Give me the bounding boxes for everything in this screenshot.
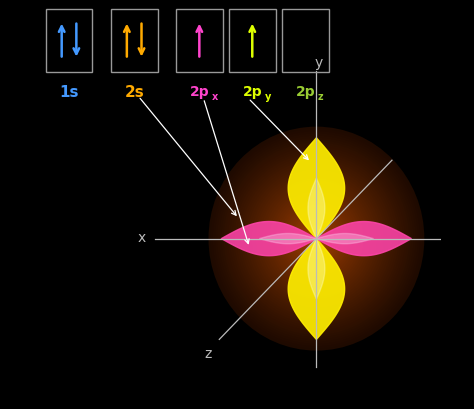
Ellipse shape (264, 185, 368, 293)
Ellipse shape (241, 161, 392, 317)
Polygon shape (288, 139, 345, 239)
Ellipse shape (230, 150, 403, 328)
Polygon shape (308, 179, 325, 239)
Bar (111, 9, 157, 72)
Ellipse shape (295, 217, 338, 261)
Ellipse shape (209, 127, 424, 351)
Ellipse shape (213, 132, 420, 346)
Bar (176, 9, 223, 72)
Ellipse shape (239, 159, 394, 319)
Text: 2p: 2p (190, 85, 209, 99)
Polygon shape (221, 222, 317, 256)
Ellipse shape (308, 230, 325, 248)
Ellipse shape (228, 147, 405, 330)
Ellipse shape (314, 237, 319, 241)
Ellipse shape (226, 145, 407, 333)
Ellipse shape (215, 134, 418, 344)
Text: x: x (137, 230, 146, 244)
Ellipse shape (245, 165, 388, 313)
Text: y: y (314, 56, 323, 70)
Polygon shape (259, 234, 317, 244)
Ellipse shape (299, 221, 334, 257)
Ellipse shape (292, 214, 340, 264)
Text: 2p: 2p (243, 85, 262, 99)
Ellipse shape (288, 210, 345, 268)
Ellipse shape (217, 136, 416, 342)
Text: x: x (212, 92, 218, 102)
Ellipse shape (271, 192, 362, 286)
Ellipse shape (301, 223, 331, 255)
Ellipse shape (254, 174, 379, 304)
Text: y: y (264, 92, 271, 102)
Ellipse shape (297, 219, 336, 259)
Ellipse shape (256, 176, 377, 301)
Ellipse shape (243, 163, 390, 315)
Ellipse shape (260, 181, 373, 297)
Polygon shape (317, 234, 374, 244)
Bar (46, 9, 92, 72)
Bar (282, 9, 328, 72)
Ellipse shape (235, 154, 399, 324)
Ellipse shape (247, 168, 385, 310)
Text: 2p: 2p (295, 85, 315, 99)
Ellipse shape (219, 139, 413, 339)
Polygon shape (288, 239, 345, 339)
Ellipse shape (275, 197, 357, 281)
Bar (229, 9, 276, 72)
Ellipse shape (263, 183, 370, 295)
Ellipse shape (310, 232, 323, 246)
Ellipse shape (232, 152, 401, 326)
Text: 2s: 2s (124, 85, 144, 100)
Ellipse shape (267, 188, 366, 290)
Ellipse shape (303, 226, 329, 252)
Ellipse shape (280, 201, 353, 277)
Ellipse shape (306, 228, 327, 250)
Ellipse shape (278, 199, 355, 279)
Ellipse shape (258, 179, 374, 299)
Ellipse shape (237, 156, 396, 322)
Ellipse shape (249, 170, 383, 308)
Ellipse shape (286, 208, 346, 270)
Ellipse shape (273, 194, 360, 284)
Ellipse shape (291, 212, 342, 266)
Polygon shape (308, 239, 325, 299)
Ellipse shape (284, 205, 349, 272)
Polygon shape (317, 222, 411, 256)
Ellipse shape (269, 190, 364, 288)
Ellipse shape (210, 130, 422, 348)
Ellipse shape (221, 141, 411, 337)
Text: z: z (205, 346, 212, 360)
Ellipse shape (312, 234, 321, 243)
Ellipse shape (224, 143, 409, 335)
Ellipse shape (282, 203, 351, 275)
Ellipse shape (252, 172, 381, 306)
Text: 1s: 1s (59, 85, 79, 100)
Text: z: z (318, 92, 323, 102)
